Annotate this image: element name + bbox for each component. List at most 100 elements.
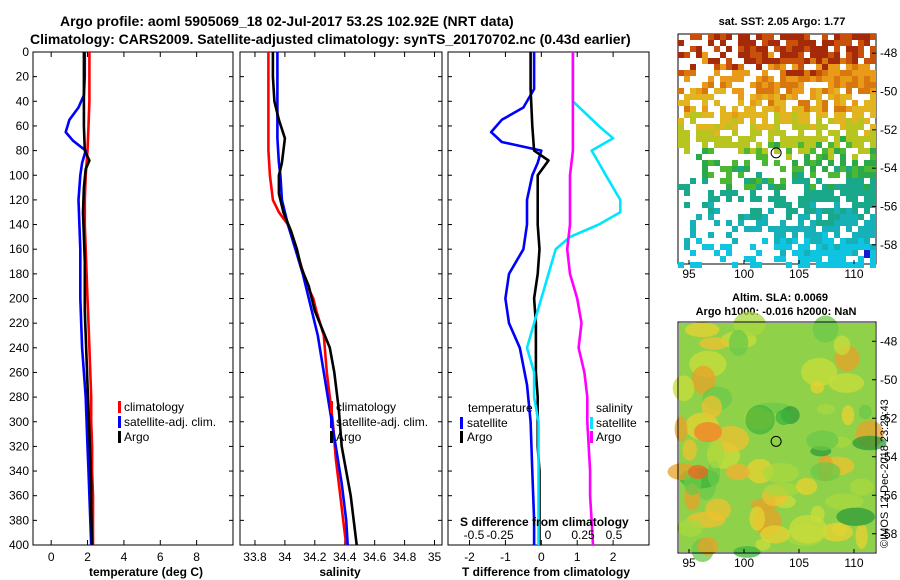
sst-pixel — [786, 238, 792, 244]
sla-anomaly-blob — [745, 405, 775, 435]
sst-pixel — [864, 76, 870, 82]
sst-pixel — [780, 112, 786, 118]
sla-anomaly-blob — [674, 416, 688, 442]
sst-pixel — [696, 262, 702, 268]
sst-pixel — [852, 112, 858, 118]
sst-pixel — [822, 148, 828, 154]
sst-pixel — [762, 124, 768, 130]
sst-pixel — [834, 226, 840, 232]
sst-pixel — [846, 214, 852, 220]
sst-pixel — [738, 100, 744, 106]
sst-pixel — [702, 244, 708, 250]
sst-pixel — [714, 34, 720, 40]
sst-pixel — [822, 100, 828, 106]
legend-label-climatology: climatology — [124, 400, 184, 414]
depth-tick-label: 320 — [9, 439, 29, 453]
sst-pixel — [702, 178, 708, 184]
sst-pixel — [870, 106, 876, 112]
x-tick-label: 34.4 — [333, 550, 357, 564]
sst-pixel — [852, 124, 858, 130]
sst-pixel — [846, 82, 852, 88]
sst-pixel — [834, 244, 840, 250]
series-line-climatology — [83, 52, 95, 545]
sst-pixel — [762, 220, 768, 226]
sst-pixel — [834, 76, 840, 82]
sst-pixel — [804, 238, 810, 244]
sst-pixel — [858, 106, 864, 112]
map-lat-tick-label: -58 — [880, 238, 898, 252]
sst-pixel — [732, 76, 738, 82]
sst-pixel — [774, 58, 780, 64]
sst-pixel — [774, 238, 780, 244]
sst-pixel — [822, 262, 828, 268]
sst-pixel — [852, 214, 858, 220]
sla-anomaly-blob — [760, 525, 791, 544]
sst-pixel — [786, 94, 792, 100]
sst-pixel — [840, 190, 846, 196]
sst-pixel — [744, 160, 750, 166]
sst-pixel — [840, 148, 846, 154]
sst-pixel — [840, 244, 846, 250]
sst-pixel — [792, 250, 798, 256]
depth-tick-label: 180 — [9, 267, 29, 281]
argo-position-marker — [770, 435, 782, 447]
sst-pixel — [750, 58, 756, 64]
sst-pixel — [822, 220, 828, 226]
sst-pixel — [720, 256, 726, 262]
sst-pixel — [804, 124, 810, 130]
map-lon-tick-label: 100 — [734, 556, 754, 570]
sst-pixel — [678, 262, 684, 268]
sst-pixel — [756, 64, 762, 70]
sst-pixel — [858, 184, 864, 190]
sst-pixel — [726, 58, 732, 64]
sst-pixel — [804, 106, 810, 112]
sst-pixel — [690, 118, 696, 124]
sst-pixel — [720, 88, 726, 94]
sst-pixel — [690, 70, 696, 76]
sst-pixel — [684, 130, 690, 136]
sst-pixel — [828, 238, 834, 244]
sst-pixel — [798, 130, 804, 136]
sst-pixel — [810, 184, 816, 190]
sst-pixel — [804, 112, 810, 118]
sst-pixel — [834, 106, 840, 112]
sst-pixel — [750, 82, 756, 88]
sst-pixel — [840, 214, 846, 220]
sst-pixel — [702, 112, 708, 118]
sst-pixel — [774, 118, 780, 124]
sst-pixel — [870, 226, 876, 232]
x-tick-label: 2 — [610, 550, 617, 564]
sst-pixel — [846, 40, 852, 46]
map-lat-tick-label: -50 — [880, 373, 898, 387]
sst-pixel — [864, 34, 870, 40]
map-lat-tick-label: -50 — [880, 85, 898, 99]
sst-pixel — [780, 76, 786, 82]
sst-pixel — [774, 202, 780, 208]
sst-pixel — [726, 250, 732, 256]
series-line-satellite-adj-clim- — [276, 52, 349, 546]
sst-pixel — [846, 166, 852, 172]
sst-pixel — [696, 124, 702, 130]
depth-tick-label: 240 — [9, 341, 29, 355]
sla-anomaly-blob — [812, 315, 839, 343]
sla-anomaly-blob — [733, 311, 766, 337]
sst-pixel — [708, 136, 714, 142]
sst-pixel — [810, 136, 816, 142]
sst-pixel — [858, 256, 864, 262]
sst-pixel — [678, 40, 684, 46]
sst-pixel — [816, 238, 822, 244]
sst-pixel — [696, 130, 702, 136]
sla-anomaly-blob — [841, 405, 855, 426]
sst-pixel — [738, 76, 744, 82]
sst-pixel — [792, 58, 798, 64]
difference-legend: temperature salinity satellite Argo sate… — [460, 401, 637, 529]
map-lon-tick-label: 100 — [734, 267, 754, 281]
sst-pixel — [798, 256, 804, 262]
sst-pixel — [726, 124, 732, 130]
sst-pixel — [756, 178, 762, 184]
sla-anomaly-blob — [833, 335, 851, 356]
x-tick-label: 34.2 — [303, 550, 327, 564]
sst-pixel — [720, 166, 726, 172]
sst-pixel — [816, 256, 822, 262]
sst-pixel — [780, 196, 786, 202]
